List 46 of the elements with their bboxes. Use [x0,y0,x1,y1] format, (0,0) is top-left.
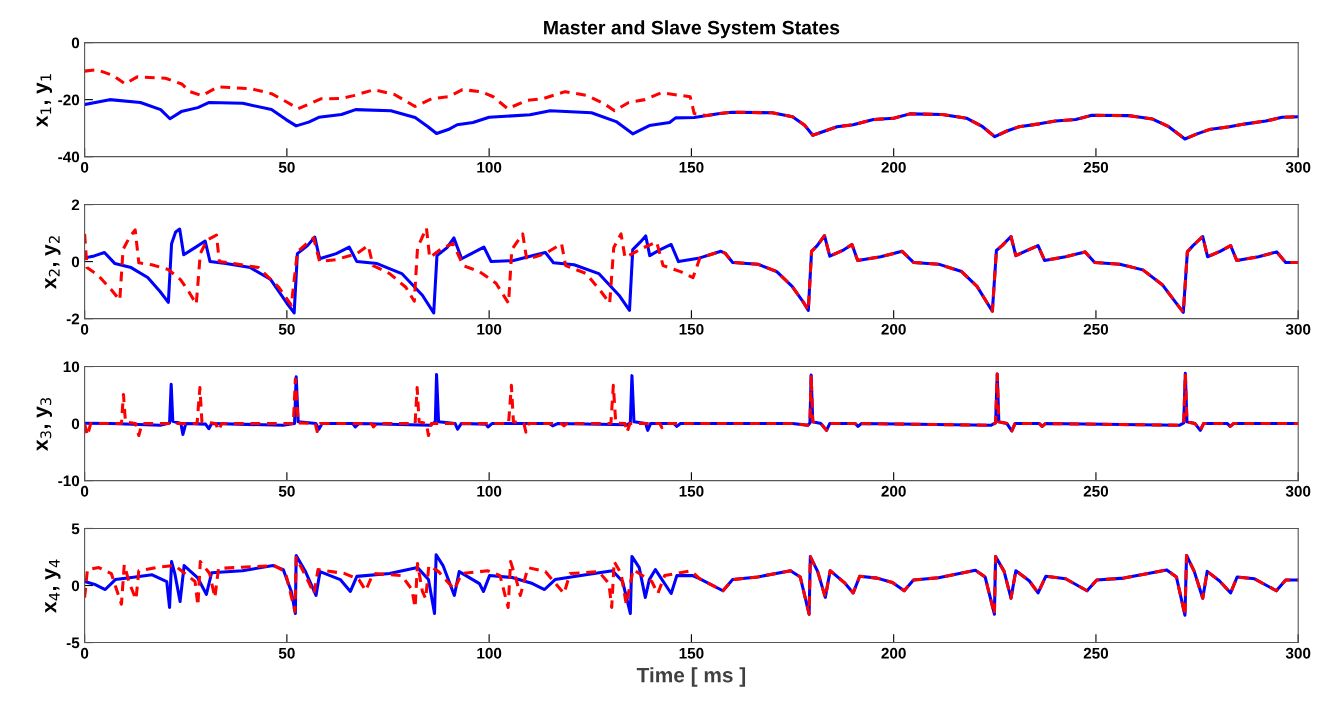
x-tick-label: 300 [1285,647,1311,659]
x-tick-label: 0 [80,161,89,173]
y-tick-label: 0 [71,580,80,592]
x-tick-label: 50 [278,323,295,335]
x-tick-label: 50 [278,647,295,659]
x-tick-label: 50 [278,161,295,173]
x-axis-title: Time [ ms ] [636,667,746,687]
y-axis-title: x$_{4}$, y$_{4}$ [45,559,61,613]
x-tick-label: 150 [679,323,704,335]
y-tick-label: -10 [58,475,80,487]
x-tick-label: 250 [1083,323,1109,335]
y-tick-label: -2 [66,313,80,325]
x-tick-label: 250 [1083,161,1109,173]
y-tick-label: 10 [63,361,80,373]
y-tick-label: -40 [58,151,80,163]
x-tick-label: 200 [881,647,906,659]
y-tick-label: 2 [71,199,80,211]
x-tick-label: 100 [477,161,502,173]
x-tick-label: 150 [679,161,704,173]
x-tick-label: 150 [679,485,704,497]
x-tick-label: 0 [80,647,89,659]
x-tick-label: 250 [1083,647,1109,659]
y-tick-label: -20 [58,94,80,106]
x-tick-label: 100 [477,647,502,659]
chart-title: Master and Slave System States [544,20,840,39]
x-tick-label: 300 [1285,161,1311,173]
y-tick-label: 0 [71,256,80,268]
x-tick-label: 250 [1083,485,1109,497]
x-tick-label: 100 [477,323,502,335]
x-tick-label: 100 [477,485,502,497]
y-tick-label: 0 [71,37,80,49]
x-tick-label: 150 [679,647,704,659]
y-tick-label: -5 [66,637,80,649]
x-tick-label: 200 [881,323,906,335]
y-axis-title: x$_{1}$, y$_{1}$ [36,74,53,127]
x-tick-label: 300 [1285,485,1311,497]
y-axis-title: x$_{2}$, y$_{2}$ [45,236,61,289]
x-tick-label: 0 [80,323,89,335]
x-tick-label: 200 [881,485,906,497]
x-tick-label: 50 [278,485,295,497]
x-tick-label: 200 [881,161,906,173]
y-axis-title: x$_{3}$, y$_{3}$ [36,397,53,451]
x-tick-label: 0 [80,485,89,497]
x-tick-label: 300 [1285,323,1311,335]
y-tick-label: 0 [71,418,80,430]
y-tick-label: 5 [71,523,80,535]
